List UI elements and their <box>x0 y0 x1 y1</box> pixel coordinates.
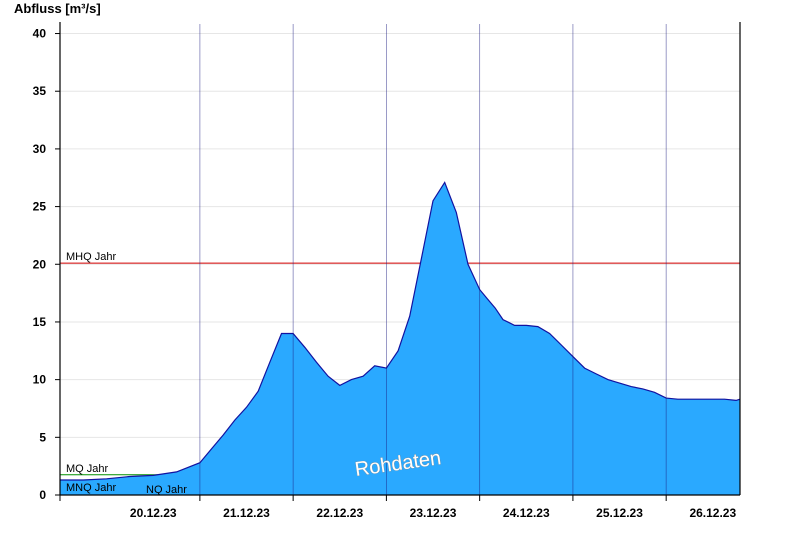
reference-line-label: MNQ Jahr <box>66 482 116 494</box>
y-tick-label: 30 <box>33 142 47 156</box>
x-tick-label: 23.12.23 <box>410 506 457 520</box>
reference-line-label: MHQ Jahr <box>66 251 116 263</box>
x-tick-label: 25.12.23 <box>596 506 643 520</box>
y-tick-label: 15 <box>33 315 47 329</box>
y-tick-label: 25 <box>33 200 47 214</box>
y-tick-label: 10 <box>33 373 47 387</box>
y-axis-title: Abfluss [m³/s] <box>14 1 101 16</box>
discharge-area <box>60 182 740 495</box>
x-axis-ticks: 20.12.23 21.12.23 22.12.23 23.12.23 24.12.23… <box>59 495 736 520</box>
y-axis-ticks: 0 5 10 15 20 25 30 35 40 <box>33 27 60 502</box>
y-tick-label: 40 <box>33 27 47 41</box>
y-tick-label: 20 <box>33 257 47 271</box>
x-tick-label: 20.12.23 <box>130 506 177 520</box>
day-dividers <box>199 24 667 495</box>
y-tick-label: 35 <box>33 84 47 98</box>
discharge-line <box>60 181 741 481</box>
y-tick-label: 5 <box>39 430 46 444</box>
x-tick-label: 26.12.23 <box>689 506 736 520</box>
reference-line-label: MQ Jahr <box>66 463 109 475</box>
y-tick-label: 0 <box>39 488 46 502</box>
x-tick-label: 21.12.23 <box>223 506 270 520</box>
x-tick-label: 24.12.23 <box>503 506 550 520</box>
axes <box>59 22 741 496</box>
x-tick-label: 22.12.23 <box>316 506 363 520</box>
reference-line-labels: MHQ Jahr MQ Jahr MNQ Jahr NQ Jahr <box>66 251 187 496</box>
reference-line-label: NQ Jahr <box>146 484 187 496</box>
